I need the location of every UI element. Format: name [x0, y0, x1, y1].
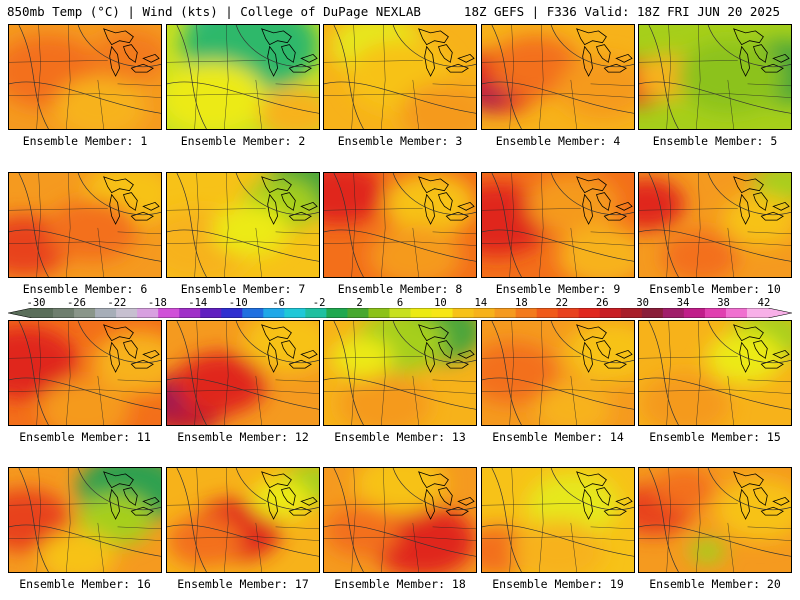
colorbar-swatch — [284, 308, 306, 318]
temperature-colorbar — [8, 308, 792, 318]
colorbar-tick-label: -14 — [188, 297, 208, 309]
colorbar-swatch — [704, 308, 727, 318]
ensemble-member-label: Ensemble Member: 19 — [492, 577, 624, 591]
colorbar-swatch — [263, 308, 285, 318]
colorbar-swatch — [641, 308, 664, 318]
ensemble-member-map — [481, 172, 635, 278]
colorbar-tick-label: -10 — [228, 297, 248, 309]
colorbar-swatch — [494, 308, 517, 318]
ensemble-member-map — [323, 320, 477, 426]
colorbar-swatch — [137, 308, 159, 318]
colorbar-swatch — [515, 308, 538, 318]
ensemble-member-map — [8, 24, 162, 130]
header-title: 850mb Temp (°C) | Wind (kts) | College o… — [7, 4, 421, 19]
colorbar-swatch — [557, 308, 580, 318]
ensemble-member-label: Ensemble Member: 14 — [492, 430, 624, 444]
colorbar-tick-label: 2 — [356, 297, 363, 309]
colorbar-tick-label: 34 — [676, 297, 690, 309]
colorbar-tick-label: -2 — [312, 297, 326, 309]
ensemble-member-map — [638, 24, 792, 130]
colorbar-swatch — [242, 308, 264, 318]
colorbar-swatch — [620, 308, 643, 318]
ensemble-member-map — [323, 467, 477, 573]
ensemble-member-label: Ensemble Member: 17 — [177, 577, 309, 591]
colorbar-swatch — [116, 308, 138, 318]
colorbar-swatch — [158, 308, 180, 318]
colorbar-tick-label: 26 — [595, 297, 609, 309]
ensemble-member-map — [638, 172, 792, 278]
colorbar-tick-label: -6 — [272, 297, 285, 309]
colorbar-swatch — [95, 308, 117, 318]
ensemble-member-label: Ensemble Member: 8 — [337, 282, 463, 296]
ensemble-member-map — [166, 24, 320, 130]
ensemble-member-map — [166, 320, 320, 426]
colorbar-swatch — [200, 308, 222, 318]
ensemble-member-label: Ensemble Member: 2 — [180, 134, 306, 148]
colorbar-tick-label: 10 — [434, 297, 447, 309]
ensemble-member-map — [8, 320, 162, 426]
ensemble-member-map — [481, 467, 635, 573]
colorbar-swatch — [410, 308, 433, 318]
ensemble-member-label: Ensemble Member: 1 — [22, 134, 148, 148]
colorbar-tick-label: 30 — [636, 297, 649, 309]
ensemble-member-label: Ensemble Member: 3 — [337, 134, 463, 148]
colorbar-tick-label: -26 — [66, 297, 86, 309]
ensemble-member-map — [481, 24, 635, 130]
ensemble-member-map — [8, 172, 162, 278]
ensemble-member-map — [638, 320, 792, 426]
colorbar-swatch — [452, 308, 475, 318]
colorbar-left-arrow — [8, 308, 32, 318]
ensemble-member-map — [323, 172, 477, 278]
colorbar-swatch — [725, 308, 748, 318]
ensemble-member-label: Ensemble Member: 10 — [649, 282, 781, 296]
colorbar-swatch — [326, 308, 348, 318]
ensemble-member-label: Ensemble Member: 20 — [649, 577, 781, 591]
ensemble-member-map — [323, 24, 477, 130]
header-run-info: 18Z GEFS | F336 Valid: 18Z FRI JUN 20 20… — [463, 4, 780, 19]
colorbar-tick-label: 14 — [474, 297, 488, 309]
colorbar-swatch — [389, 308, 412, 318]
colorbar-swatch — [536, 308, 559, 318]
colorbar-swatch — [221, 308, 243, 318]
ensemble-member-label: Ensemble Member: 7 — [180, 282, 306, 296]
colorbar-swatch — [578, 308, 601, 318]
ensemble-member-label: Ensemble Member: 5 — [652, 134, 778, 148]
ensemble-member-label: Ensemble Member: 12 — [177, 430, 309, 444]
colorbar-swatch — [746, 308, 769, 318]
colorbar-swatch — [662, 308, 685, 318]
ensemble-member-label: Ensemble Member: 16 — [19, 577, 151, 591]
ensemble-member-map — [638, 467, 792, 573]
colorbar-tick-label: 18 — [515, 297, 528, 309]
ensemble-member-label: Ensemble Member: 4 — [495, 134, 621, 148]
colorbar-swatch — [599, 308, 622, 318]
ensemble-member-label: Ensemble Member: 11 — [19, 430, 151, 444]
colorbar-swatch — [305, 308, 327, 318]
colorbar-swatch — [683, 308, 706, 318]
colorbar-swatch — [347, 308, 369, 318]
colorbar-tick-label: -30 — [26, 297, 46, 309]
ensemble-member-label: Ensemble Member: 9 — [495, 282, 621, 296]
colorbar-swatch — [53, 308, 75, 318]
ensemble-member-map — [166, 172, 320, 278]
colorbar-tick-label: 42 — [757, 297, 771, 309]
ensemble-member-map — [481, 320, 635, 426]
colorbar-tick-label: 22 — [555, 297, 569, 309]
colorbar-tick-label: 6 — [396, 297, 404, 309]
colorbar-right-arrow — [768, 308, 792, 318]
colorbar-swatch — [431, 308, 454, 318]
ensemble-member-label: Ensemble Member: 18 — [334, 577, 466, 591]
colorbar-swatch — [473, 308, 496, 318]
colorbar-swatch — [179, 308, 201, 318]
colorbar-swatch — [368, 308, 390, 318]
colorbar-tick-label: 38 — [717, 297, 730, 309]
ensemble-member-label: Ensemble Member: 15 — [649, 430, 781, 444]
ensemble-member-map — [166, 467, 320, 573]
colorbar-tick-label: -18 — [147, 297, 167, 309]
colorbar-tick-label: -22 — [107, 297, 127, 309]
colorbar-swatch — [32, 308, 54, 318]
colorbar-swatch — [74, 308, 96, 318]
ensemble-member-label: Ensemble Member: 6 — [22, 282, 148, 296]
ensemble-member-map — [8, 467, 162, 573]
ensemble-member-label: Ensemble Member: 13 — [334, 430, 466, 444]
